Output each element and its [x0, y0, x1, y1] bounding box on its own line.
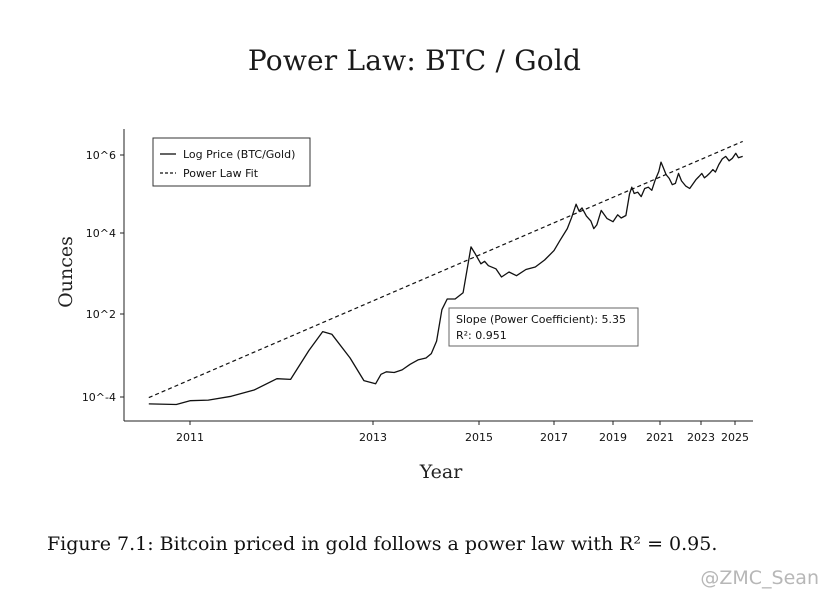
x-tick-label: 2023: [687, 431, 715, 444]
series-power-law-fit: [148, 140, 743, 399]
legend-label-power-law-fit: Power Law Fit: [183, 167, 259, 180]
x-tick-label: 2021: [646, 431, 674, 444]
figure-caption: Figure 7.1: Bitcoin priced in gold follo…: [47, 533, 718, 555]
r-squared-text: R²: 0.951: [456, 329, 507, 342]
y-tick-label: 10^-4: [82, 391, 116, 404]
x-axis-label: Year: [419, 461, 463, 483]
x-tick-label: 2015: [465, 431, 493, 444]
series-log-price: [148, 152, 743, 406]
slope-text: Slope (Power Coefficient): 5.35: [456, 313, 626, 326]
y-axis-label: Ounces: [55, 236, 77, 308]
x-tick-label: 2017: [540, 431, 568, 444]
legend-label-log-price: Log Price (BTC/Gold): [183, 148, 295, 161]
stats-annotation: Slope (Power Coefficient): 5.35 R²: 0.95…: [448, 307, 639, 347]
x-tick-label: 2025: [721, 431, 749, 444]
y-tick-label: 10^4: [86, 227, 116, 240]
x-tick-label: 2019: [599, 431, 627, 444]
watermark: @ZMC_Sean: [700, 567, 819, 589]
y-tick-label: 10^2: [86, 308, 116, 321]
chart-title: Power Law: BTC / Gold: [247, 44, 582, 77]
stats-box: [448, 307, 639, 347]
x-tick-label: 2013: [359, 431, 387, 444]
x-tick-label: 2011: [176, 431, 204, 444]
legend-box: [152, 137, 311, 187]
y-tick-label: 10^6: [86, 149, 116, 162]
legend: Log Price (BTC/Gold) Power Law Fit: [152, 137, 311, 187]
